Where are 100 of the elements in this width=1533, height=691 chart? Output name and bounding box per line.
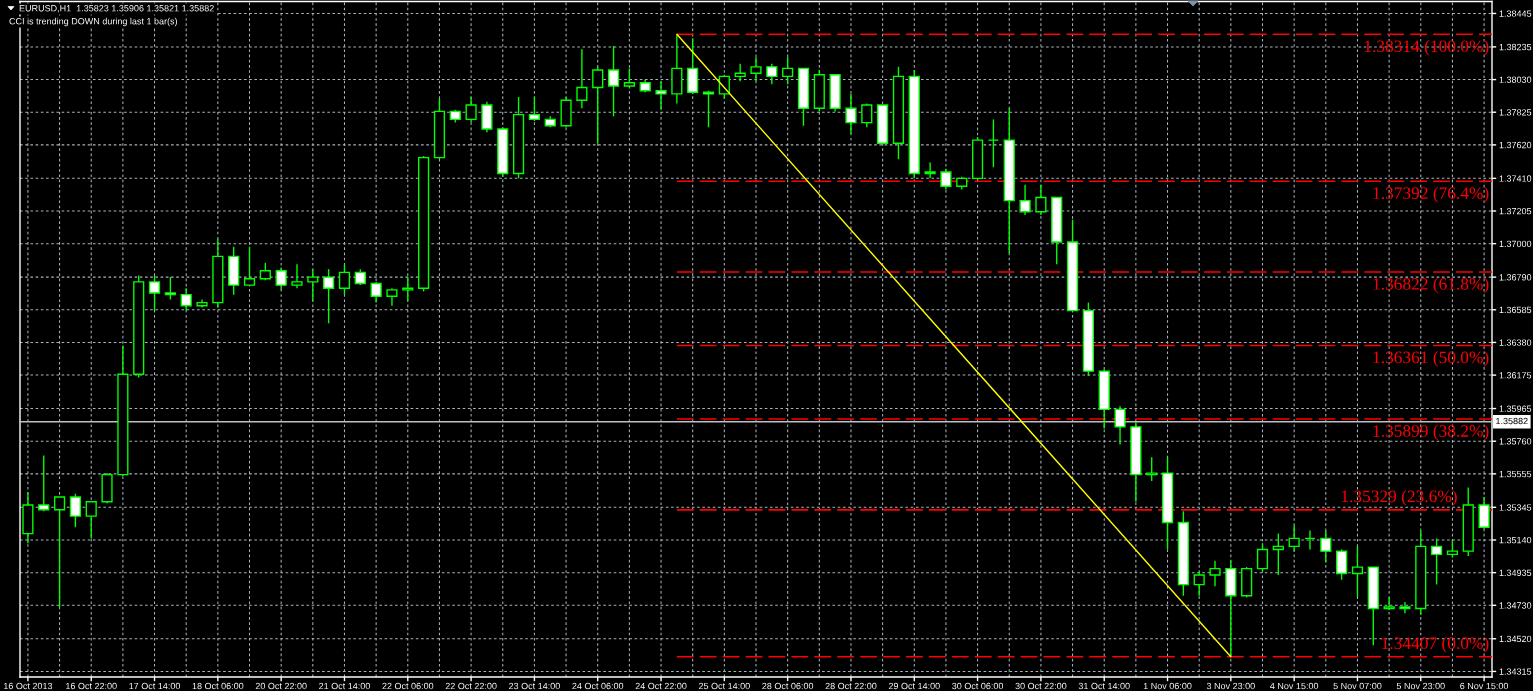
ref-line-label: 1.38314 (100.0%)	[1364, 39, 1489, 56]
x-tick-label: 22 Oct 06:00	[382, 682, 434, 690]
y-tick-label: 1.35555	[1499, 470, 1532, 478]
candlestick	[576, 48, 588, 109]
annotation: CCI is trending DOWN during last 1 bar(s)	[9, 17, 178, 27]
candlestick	[987, 118, 1000, 168]
ref-line-label: 1.35899 (38.2%)	[1373, 424, 1489, 441]
y-tick-label: 1.34935	[1499, 569, 1532, 577]
candlestick	[1351, 545, 1364, 599]
x-tick-label: 25 Oct 14:00	[698, 682, 750, 690]
candlestick	[1272, 532, 1284, 576]
y-tick-label: 1.38235	[1499, 43, 1532, 51]
ref-line-label: 1.36822 (61.8%)	[1373, 277, 1489, 294]
candlestick	[69, 493, 81, 528]
y-tick-label: 1.36175	[1499, 372, 1532, 379]
x-tick-label: 5 Nov 07:00	[1333, 682, 1382, 690]
candlestick	[655, 80, 667, 111]
chart-title: EURUSD,H1 1.35823 1.35906 1.35821 1.35882	[19, 5, 214, 13]
x-tick-label: 28 Oct 06:00	[762, 682, 814, 690]
x-tick-label: 24 Oct 22:00	[635, 682, 687, 690]
x-tick-label: 4 Nov 15:00	[1270, 682, 1319, 690]
candlestick	[1288, 524, 1300, 552]
x-tick-label: 21 Oct 14:00	[319, 682, 370, 690]
y-tick-label: 1.36790	[1499, 274, 1532, 281]
x-tick-label: 3 Nov 23:00	[1206, 682, 1255, 690]
candlestick	[924, 161, 936, 180]
candlestick	[766, 62, 778, 86]
y-tick-label: 1.37000	[1499, 240, 1532, 248]
y-tick-label: 1.35965	[1499, 405, 1532, 412]
candlestick	[607, 45, 620, 117]
x-tick-label: 17 Oct 14:00	[129, 682, 181, 690]
x-tick-label: 1 Nov 06:00	[1143, 682, 1192, 690]
candlestick	[53, 496, 66, 608]
candlestick	[1383, 596, 1395, 611]
x-tick-label: 29 Oct 14:00	[888, 682, 940, 690]
candlestick	[481, 101, 493, 133]
y-tick-label: 1.34730	[1499, 602, 1532, 609]
ref-line-label: 1.34407 (0.0%)	[1382, 636, 1489, 653]
candlestick	[1035, 184, 1047, 216]
candlestick	[940, 168, 952, 191]
x-tick-label: 18 Oct 06:00	[192, 682, 244, 690]
candlestick	[307, 268, 319, 302]
x-tick-label: 24 Oct 06:00	[572, 682, 624, 690]
candlestick	[180, 287, 192, 312]
candlestick	[861, 102, 873, 129]
y-tick-label: 1.37205	[1499, 207, 1532, 215]
candlestick	[85, 501, 97, 540]
candlestick	[1399, 601, 1411, 614]
x-tick-label: 30 Oct 22:00	[1015, 682, 1067, 690]
candlestick	[1320, 529, 1332, 563]
y-tick-label: 1.34520	[1499, 635, 1532, 643]
candlestick	[750, 56, 762, 82]
candlestick	[1193, 571, 1205, 597]
x-tick-label: 20 Oct 22:00	[255, 682, 307, 690]
x-tick-label: 16 Oct 2013	[4, 682, 53, 690]
candlestick	[1304, 529, 1316, 551]
candlestick	[845, 93, 857, 135]
y-tick-label: 1.34315	[1499, 668, 1532, 675]
x-tick-label: 31 Oct 14:00	[1078, 682, 1130, 690]
candlestick	[528, 96, 541, 122]
x-tick-label: 6 Nov 15:00	[1460, 682, 1509, 690]
x-tick-label: 22 Oct 22:00	[445, 682, 497, 690]
candlestick	[1114, 405, 1126, 446]
candlestick	[148, 274, 161, 312]
x-tick-label: 23 Oct 14:00	[509, 682, 560, 690]
y-tick-label: 1.35345	[1499, 504, 1532, 511]
ref-line-label: 1.35882	[1496, 417, 1528, 425]
candlestick	[782, 56, 794, 86]
ref-line-label: 1.36361 (50.0%)	[1373, 351, 1489, 367]
candlestick	[38, 454, 50, 513]
ref-line-label: 1.37392 (76.4%)	[1373, 186, 1489, 203]
candlestick	[370, 281, 382, 304]
candlestick	[592, 66, 604, 144]
candlestick	[243, 246, 256, 286]
candlestick	[687, 37, 699, 95]
candlestick	[702, 90, 715, 129]
candlestick	[1209, 560, 1221, 587]
y-tick-label: 1.35140	[1499, 536, 1532, 544]
y-tick-label: 1.37620	[1499, 141, 1532, 149]
y-tick-label: 1.38445	[1499, 10, 1532, 17]
candlestick	[734, 62, 746, 82]
x-tick-label: 28 Oct 22:00	[825, 682, 877, 690]
candlestick	[291, 263, 303, 289]
y-tick-label: 1.36585	[1499, 306, 1532, 314]
candlestick	[1146, 456, 1158, 482]
candlestick	[623, 67, 635, 89]
candlestick	[1256, 542, 1269, 573]
ref-line-label: 1.35329 (23.6%)	[1341, 489, 1457, 506]
candlestick	[1336, 548, 1348, 581]
candlestick	[323, 268, 335, 325]
y-tick-label: 1.37410	[1499, 175, 1532, 182]
y-tick-label: 1.35760	[1499, 438, 1532, 445]
candlestick	[275, 266, 287, 291]
y-tick-label: 1.38030	[1499, 76, 1532, 83]
y-tick-label: 1.37825	[1499, 109, 1532, 116]
candlestick	[338, 263, 351, 296]
y-tick-label: 1.36380	[1499, 339, 1532, 346]
candlestick	[465, 96, 477, 124]
candlestick	[1431, 537, 1443, 586]
candlestick	[1019, 184, 1031, 216]
